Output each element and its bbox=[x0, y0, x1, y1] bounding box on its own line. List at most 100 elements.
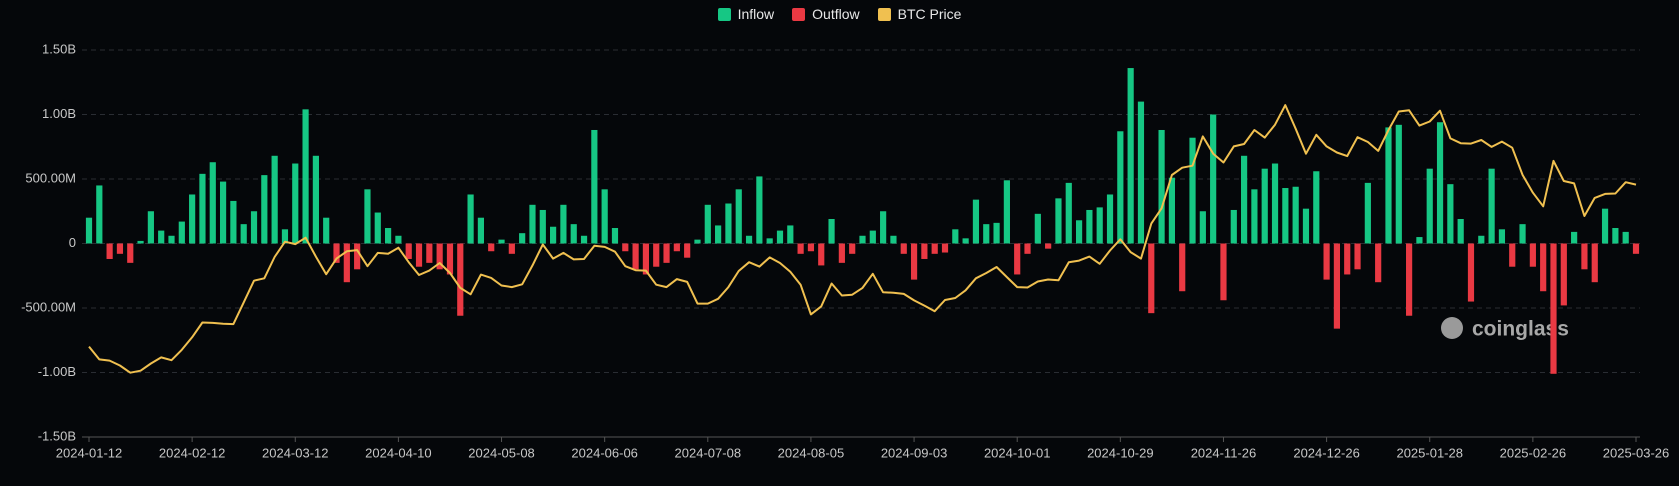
legend-label: BTC Price bbox=[897, 6, 962, 22]
bar bbox=[343, 243, 350, 283]
bar bbox=[415, 243, 423, 267]
bar bbox=[158, 230, 165, 244]
bar bbox=[1519, 224, 1526, 244]
bar bbox=[292, 163, 299, 244]
bar bbox=[199, 173, 206, 244]
y-tick-label: -1.00B bbox=[38, 364, 76, 379]
bar bbox=[900, 243, 907, 254]
bar bbox=[1210, 114, 1217, 244]
bar bbox=[1478, 235, 1485, 244]
bar bbox=[983, 224, 990, 244]
bar bbox=[849, 243, 856, 254]
bar bbox=[1540, 243, 1547, 292]
bar bbox=[1344, 243, 1351, 275]
bar bbox=[1632, 243, 1640, 254]
bar bbox=[611, 228, 619, 244]
bar bbox=[859, 235, 866, 244]
y-tick-label: 0 bbox=[69, 235, 76, 250]
legend-item[interactable]: Inflow bbox=[717, 6, 775, 22]
bar bbox=[972, 199, 980, 244]
bar bbox=[127, 243, 134, 263]
bar bbox=[601, 189, 608, 244]
bar bbox=[1406, 243, 1413, 316]
bar bbox=[1447, 184, 1454, 244]
bar bbox=[323, 217, 330, 244]
bar bbox=[1426, 168, 1433, 244]
bar bbox=[1581, 243, 1588, 270]
bar bbox=[941, 243, 949, 253]
bar bbox=[550, 226, 557, 244]
bar bbox=[735, 189, 742, 244]
bar bbox=[1292, 186, 1299, 244]
bar bbox=[405, 243, 412, 259]
bar bbox=[776, 230, 784, 244]
bar bbox=[622, 243, 629, 252]
watermark: coinglass bbox=[1441, 317, 1569, 341]
bar bbox=[807, 243, 815, 252]
legend-swatch bbox=[877, 7, 891, 21]
bar bbox=[1571, 231, 1578, 244]
bar bbox=[1168, 177, 1175, 244]
bar bbox=[756, 176, 763, 244]
bar bbox=[797, 243, 804, 254]
x-tick-label: 2024-04-10 bbox=[365, 445, 432, 460]
bar bbox=[240, 224, 247, 244]
bar bbox=[1333, 243, 1341, 329]
bar bbox=[931, 243, 938, 254]
bar bbox=[219, 181, 227, 244]
bar bbox=[1550, 243, 1557, 374]
legend-label: Inflow bbox=[737, 6, 775, 22]
bar bbox=[1313, 171, 1320, 244]
x-tick-label: 2024-10-29 bbox=[1087, 445, 1154, 460]
bar bbox=[890, 235, 897, 244]
bar bbox=[96, 185, 103, 244]
bar bbox=[910, 243, 918, 280]
bar bbox=[1240, 155, 1248, 244]
x-tick-label: 2024-03-12 bbox=[262, 445, 329, 460]
bar bbox=[178, 221, 185, 244]
legend-item[interactable]: BTC Price bbox=[877, 6, 962, 22]
bar bbox=[1003, 180, 1010, 244]
x-tick-label: 2024-07-08 bbox=[675, 445, 742, 460]
bar bbox=[271, 155, 278, 244]
bar bbox=[1364, 182, 1371, 244]
bar bbox=[1282, 188, 1289, 244]
bar bbox=[673, 243, 680, 252]
bar bbox=[1127, 68, 1134, 244]
bar bbox=[354, 243, 361, 270]
bar bbox=[952, 229, 959, 244]
bar bbox=[1457, 218, 1464, 244]
bar bbox=[312, 155, 319, 244]
bar bbox=[560, 204, 567, 244]
bar bbox=[529, 204, 536, 244]
x-tick-label: 2024-10-01 bbox=[984, 445, 1051, 460]
bar bbox=[1385, 127, 1392, 244]
bar bbox=[1529, 243, 1536, 267]
x-tick-label: 2024-11-26 bbox=[1191, 445, 1257, 460]
x-tick-label: 2025-02-26 bbox=[1500, 445, 1567, 460]
bar bbox=[1601, 208, 1609, 244]
watermark-text: coinglass bbox=[1472, 318, 1569, 341]
legend-item[interactable]: Outflow bbox=[792, 6, 860, 22]
bar bbox=[488, 243, 495, 252]
x-tick-label: 2024-02-12 bbox=[159, 445, 226, 460]
bar bbox=[137, 240, 144, 244]
bar bbox=[1158, 129, 1165, 244]
bar bbox=[1323, 243, 1330, 280]
bar bbox=[426, 243, 433, 263]
x-tick-label: 2024-12-26 bbox=[1293, 445, 1360, 460]
bar bbox=[921, 243, 928, 259]
bar bbox=[395, 235, 402, 244]
bar bbox=[1179, 243, 1186, 292]
bar bbox=[1375, 243, 1382, 283]
bar bbox=[1075, 220, 1083, 244]
bar bbox=[787, 225, 794, 244]
bar bbox=[642, 243, 650, 275]
bar bbox=[1106, 194, 1114, 244]
x-tick-label: 2025-01-28 bbox=[1396, 445, 1463, 460]
bar bbox=[1612, 228, 1619, 244]
bar bbox=[1302, 208, 1310, 244]
bar bbox=[446, 243, 454, 275]
